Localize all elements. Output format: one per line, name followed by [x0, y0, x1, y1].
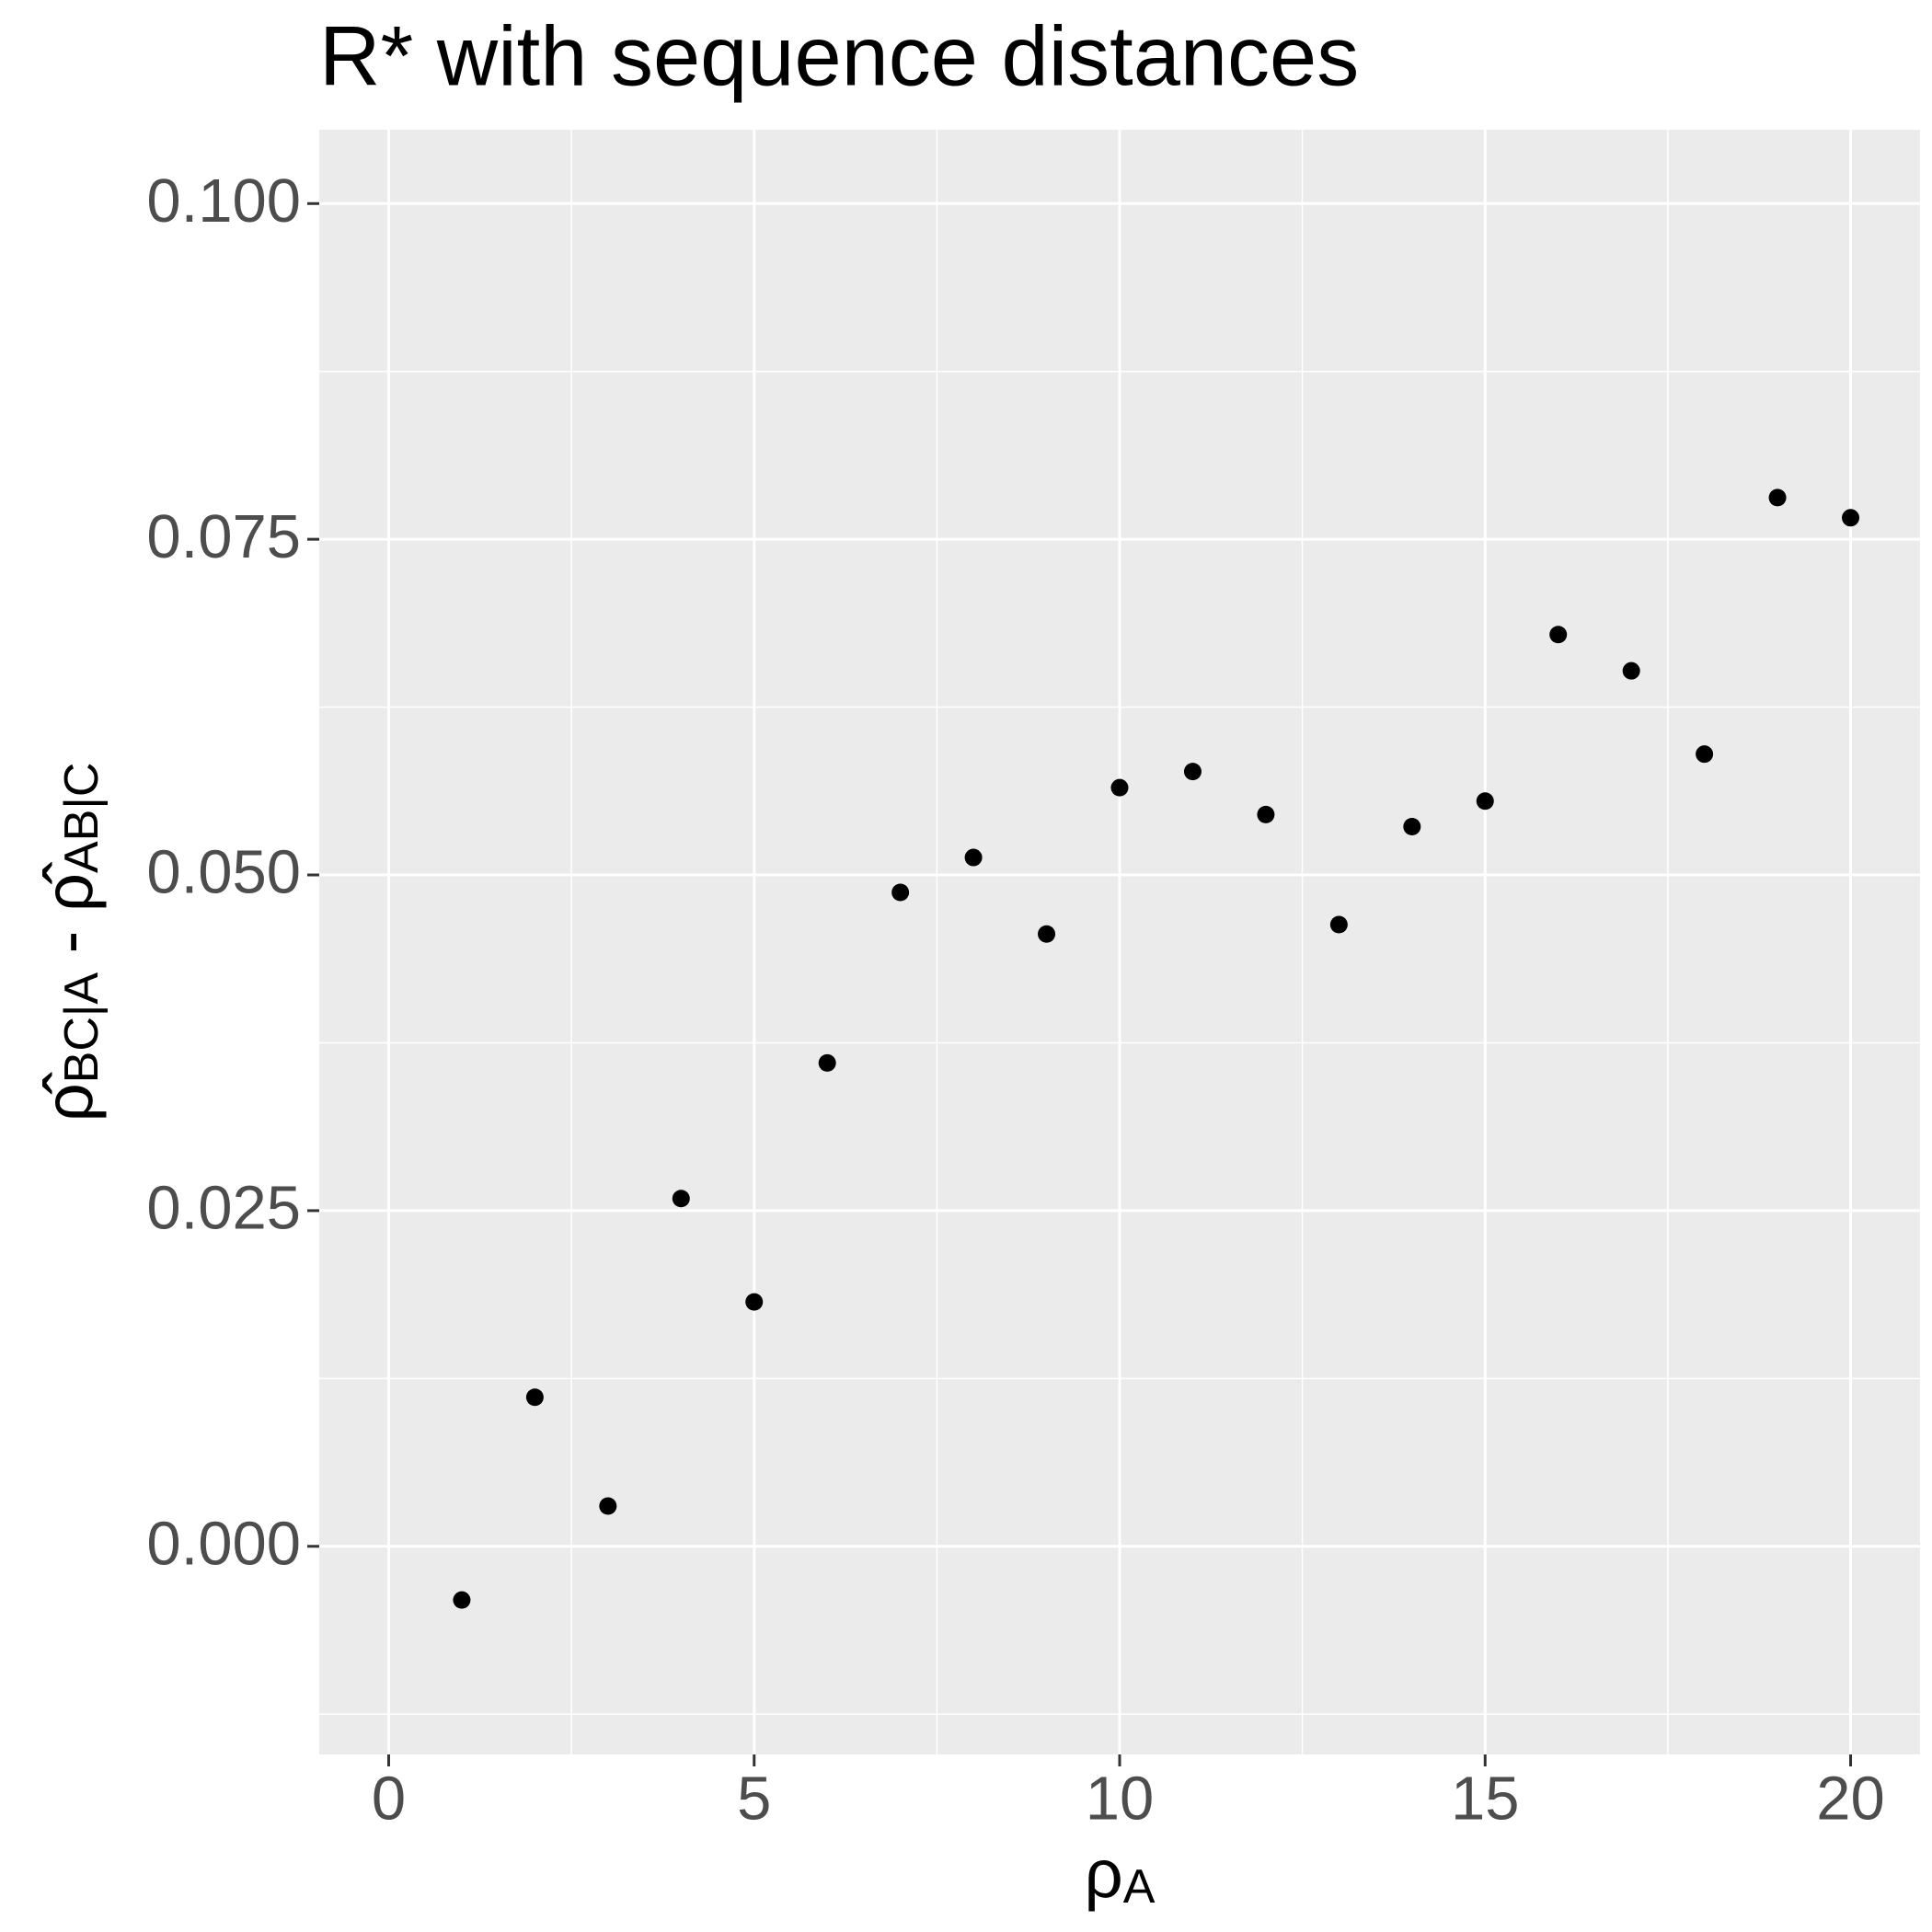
chart-title: R* with sequence distances — [319, 9, 1359, 103]
point — [1038, 925, 1056, 943]
x-tick-label: 0 — [372, 1765, 406, 1834]
y-tick-label: 0.075 — [146, 502, 301, 571]
point — [1476, 792, 1494, 811]
point — [964, 848, 983, 867]
point — [1696, 745, 1714, 764]
point — [453, 1591, 471, 1609]
point — [1549, 626, 1568, 644]
point — [1768, 489, 1787, 507]
x-title-sub: A — [1123, 1860, 1156, 1914]
point — [818, 1053, 836, 1072]
x-title-main: ρ — [1085, 1835, 1123, 1912]
y-tick-label: 0.025 — [146, 1174, 301, 1243]
point — [525, 1388, 544, 1407]
point — [1110, 778, 1129, 797]
y-tick-label: 0.000 — [146, 1509, 301, 1578]
point — [745, 1293, 764, 1311]
y-tick-label: 0.050 — [146, 838, 301, 907]
y-axis-title: ρ̂BC|A - ρ̂AB|C — [30, 763, 109, 1122]
y-tick-label: 0.100 — [146, 167, 301, 236]
point — [891, 883, 910, 902]
y-title-sep: - — [30, 912, 107, 972]
point — [1183, 763, 1202, 781]
y-title-sub2: AB|C — [55, 763, 109, 873]
x-tick-label: 15 — [1451, 1765, 1520, 1834]
x-tick-label: 5 — [737, 1765, 771, 1834]
x-axis-title: ρA — [1085, 1835, 1156, 1914]
point — [1403, 817, 1421, 835]
point — [1329, 915, 1348, 934]
point — [1257, 805, 1275, 823]
x-tick-label: 20 — [1816, 1765, 1885, 1834]
point — [1842, 509, 1860, 527]
x-tick-label: 10 — [1086, 1765, 1155, 1834]
y-title-sub1: BC|A — [55, 972, 109, 1084]
point — [672, 1190, 690, 1208]
point — [599, 1497, 617, 1515]
point — [1622, 661, 1640, 680]
